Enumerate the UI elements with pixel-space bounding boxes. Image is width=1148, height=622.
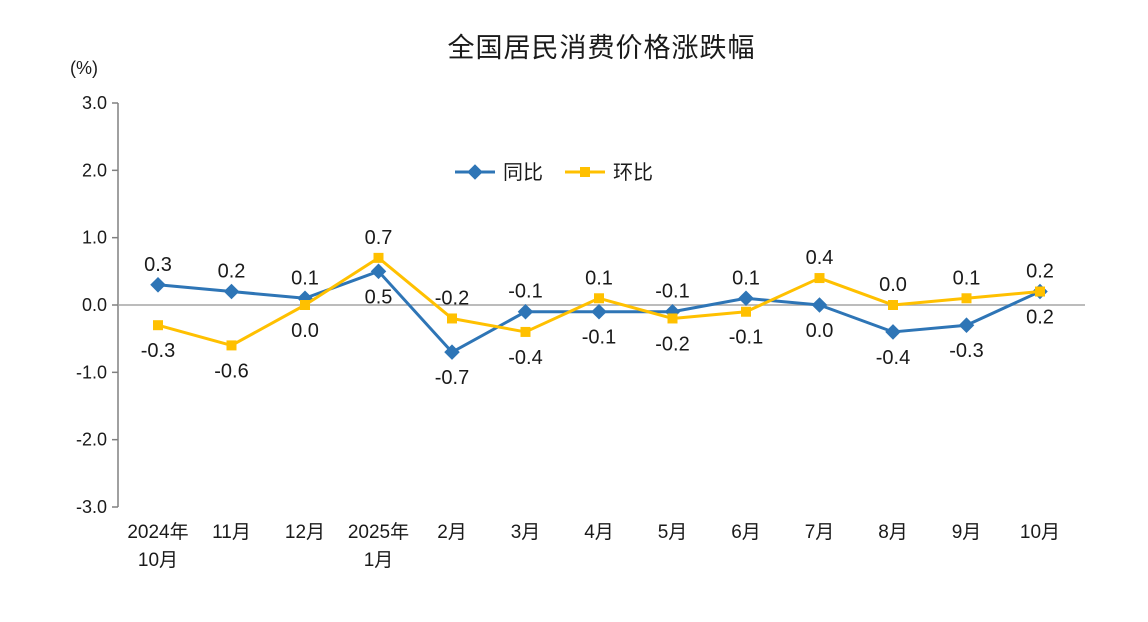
mom-marker — [888, 300, 898, 310]
x-category-label: 9月 — [952, 522, 982, 543]
mom-marker — [741, 306, 751, 317]
mom-data-label: 0.1 — [585, 267, 613, 289]
x-category-label: 5月 — [658, 522, 688, 543]
yoy-marker — [150, 277, 166, 293]
yoy-marker — [885, 324, 901, 340]
mom-data-label: 0.7 — [365, 227, 393, 249]
y-tick-label: 0.0 — [82, 295, 107, 315]
mom-data-label: -0.4 — [508, 347, 542, 369]
mom-data-label: 0.0 — [291, 320, 319, 342]
yoy-data-label: 0.1 — [732, 267, 760, 289]
yoy-data-label: 0.2 — [218, 261, 246, 283]
yoy-data-label: 0.0 — [806, 320, 834, 342]
y-tick-label: -3.0 — [76, 497, 107, 517]
yoy-data-label: 0.1 — [291, 267, 319, 289]
x-category-label: 10月 — [1020, 522, 1060, 543]
mom-marker — [226, 340, 237, 351]
x-category-label: 4月 — [584, 522, 614, 543]
x-category-label: 2月 — [437, 522, 467, 543]
mom-marker — [373, 252, 384, 263]
y-tick-label: 3.0 — [82, 93, 107, 113]
mom-data-label: -0.2 — [435, 287, 469, 309]
yoy-data-label: -0.4 — [876, 347, 910, 369]
yoy-data-label: -0.7 — [435, 367, 469, 389]
x-category-label: 1月 — [364, 550, 394, 571]
mom-marker — [447, 313, 457, 324]
yoy-marker — [223, 283, 240, 300]
mom-data-label: -0.1 — [729, 327, 763, 349]
yoy-marker — [958, 317, 975, 333]
x-category-label: 7月 — [805, 522, 835, 543]
x-category-label: 8月 — [878, 522, 908, 543]
legend-yoy-marker — [467, 164, 483, 180]
mom-data-label: -0.6 — [214, 360, 248, 382]
mom-marker — [961, 293, 972, 304]
mom-data-label: -0.2 — [655, 333, 689, 355]
yoy-data-label: -0.1 — [508, 281, 542, 303]
legend-item-mom: 环比 — [565, 161, 653, 184]
x-category-label: 2024年 — [127, 521, 188, 543]
mom-data-label: 0.1 — [953, 267, 981, 289]
mom-marker — [1035, 286, 1045, 297]
x-category-label: 6月 — [731, 522, 761, 543]
yoy-data-label: 0.2 — [1026, 307, 1054, 329]
mom-marker — [153, 320, 163, 331]
legend-yoy-label: 同比 — [503, 161, 543, 184]
yoy-marker — [517, 303, 534, 320]
y-tick-label: -1.0 — [76, 362, 107, 382]
mom-data-label: 0.2 — [1026, 261, 1054, 283]
mom-marker — [520, 326, 531, 337]
yoy-marker — [591, 303, 607, 320]
mom-data-label: -0.3 — [141, 340, 175, 362]
x-category-label: 11月 — [212, 522, 251, 543]
legend-mom-marker — [580, 167, 590, 177]
mom-marker — [667, 313, 678, 324]
yoy-data-label: 0.5 — [365, 286, 393, 308]
yoy-data-label: 0.3 — [144, 254, 172, 276]
mom-data-label: 0.0 — [879, 274, 907, 296]
yoy-data-label: -0.1 — [582, 327, 616, 349]
y-tick-label: 1.0 — [82, 228, 107, 248]
mom-marker — [814, 273, 825, 284]
y-axis-unit-label: (%) — [70, 58, 98, 78]
x-category-label: 3月 — [511, 522, 541, 543]
y-tick-label: 2.0 — [82, 160, 107, 180]
mom-marker — [300, 300, 310, 310]
x-category-label: 10月 — [138, 550, 178, 571]
yoy-data-label: -0.1 — [655, 281, 689, 303]
yoy-marker — [811, 297, 828, 313]
y-tick-label: -2.0 — [76, 430, 107, 450]
yoy-data-label: -0.3 — [949, 340, 983, 362]
legend-mom-label: 环比 — [613, 161, 653, 184]
chart-title: 全国居民消费价格涨跌幅 — [447, 33, 756, 63]
legend-item-yoy: 同比 — [455, 161, 543, 184]
x-category-label: 12月 — [285, 522, 325, 543]
x-category-label: 2025年 — [348, 521, 409, 543]
yoy-marker — [738, 290, 754, 307]
mom-data-label: 0.4 — [806, 247, 834, 269]
mom-marker — [594, 293, 604, 304]
